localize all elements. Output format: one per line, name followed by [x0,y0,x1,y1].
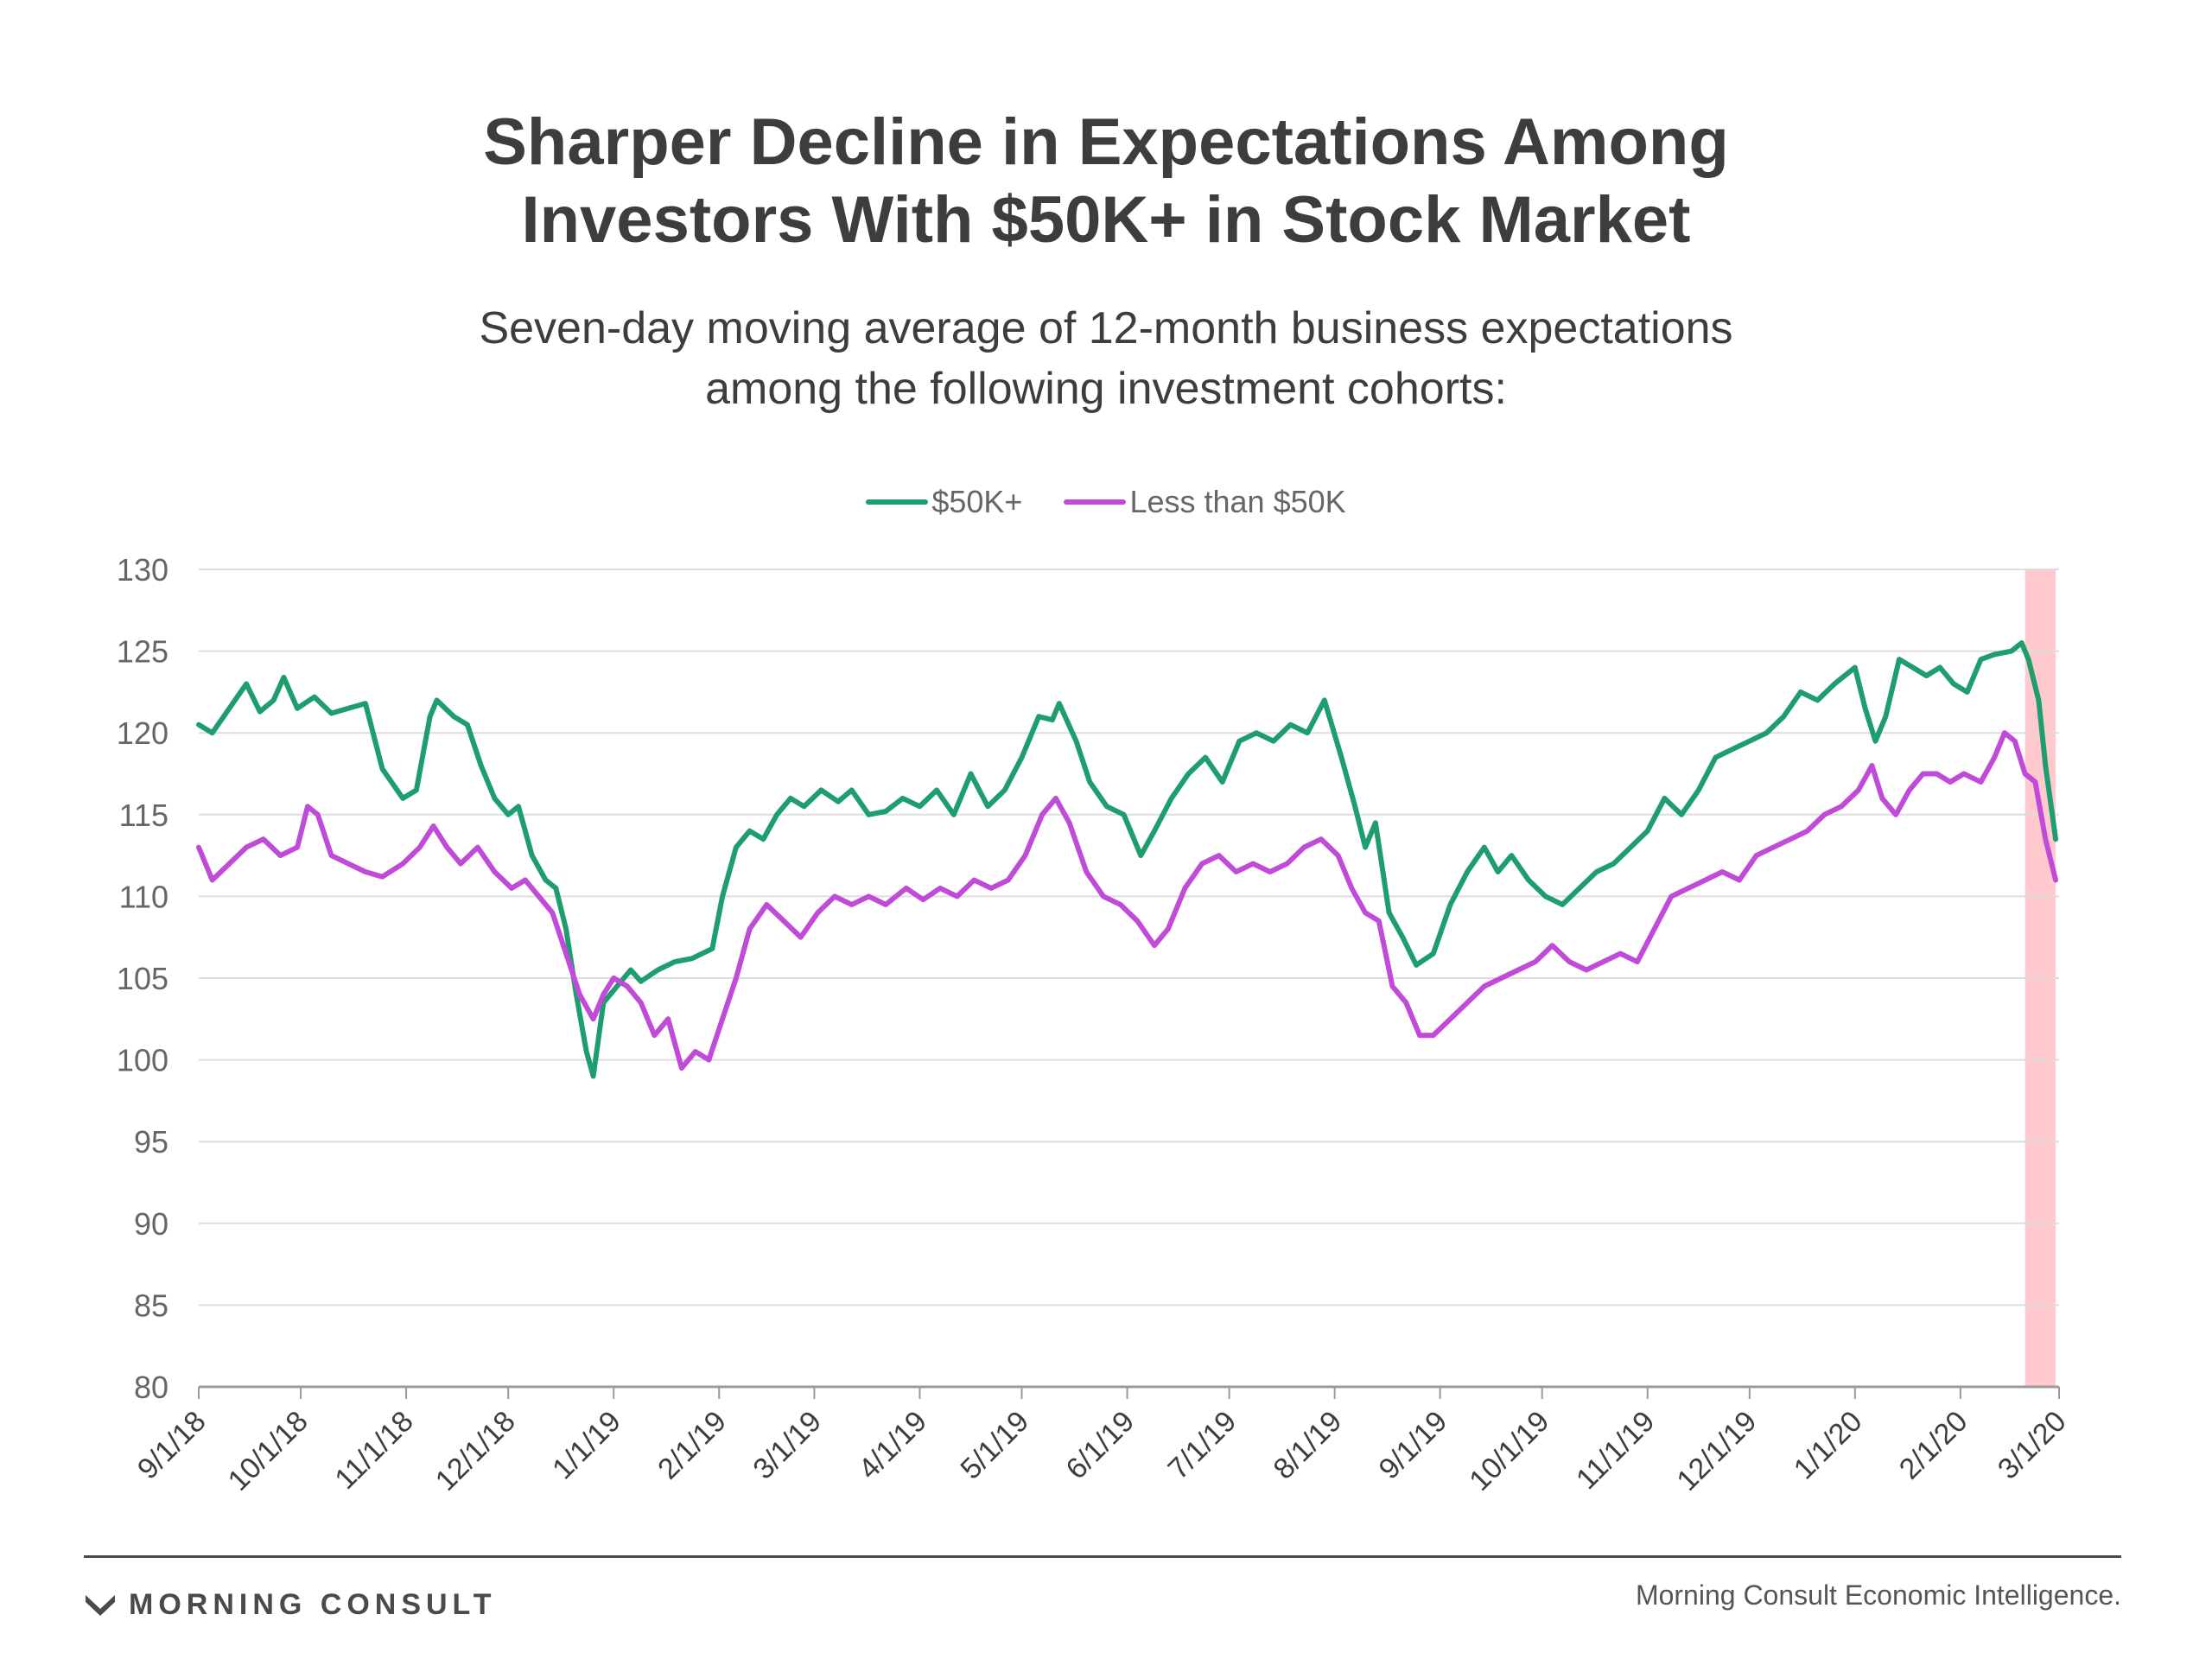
legend-item-high[interactable]: $50K+ [866,484,1022,520]
legend-label-low: Less than $50K [1129,484,1346,519]
y-tick-label-120: 120 [117,715,168,751]
footer-divider [84,1555,2121,1558]
x-tick-label-11-1-18: 11/1/18 [328,1405,419,1496]
x-tick-label-12-1-19: 12/1/19 [1670,1405,1763,1497]
x-tick-label-3-1-20: 3/1/20 [1992,1405,2073,1486]
x-tick-label-2-1-19: 2/1/19 [652,1405,733,1486]
x-tick-label-9-1-19: 9/1/19 [1373,1405,1454,1486]
x-tick-label-10-1-19: 10/1/19 [1463,1405,1555,1497]
x-tick-label-3-1-19: 3/1/19 [747,1405,828,1486]
y-tick-label-125: 125 [117,634,168,670]
chart-title: Sharper Decline in Expectations Among In… [0,104,2212,259]
chart-legend: $50K+ Less than $50K [0,484,2212,520]
legend-label-high: $50K+ [931,484,1023,519]
x-tick-label-5-1-19: 5/1/19 [954,1405,1035,1486]
morning-consult-logo-icon [86,1594,115,1616]
x-tick-label-10-1-18: 10/1/18 [222,1405,315,1497]
x-tick-label-2-1-20: 2/1/20 [1893,1405,1974,1486]
x-tick-label-8-1-19: 8/1/19 [1268,1405,1349,1486]
y-tick-label-105: 105 [117,961,168,996]
legend-swatch-low [1064,499,1127,505]
series-line-low [196,730,2059,1071]
legend-swatch-high [866,499,929,505]
chart-subtitle-line-2: among the following investment cohorts: [705,364,1507,414]
chart-title-line-1: Sharper Decline in Expectations Among [483,105,1729,179]
x-tick-label-1-1-20: 1/1/20 [1788,1405,1869,1486]
y-tick-label-85: 85 [134,1287,168,1323]
x-tick-label-11-1-19: 11/1/19 [1570,1405,1661,1496]
chart-subtitle: Seven-day moving average of 12-month bus… [0,298,2212,419]
y-tick-label-80: 80 [134,1370,168,1405]
y-tick-label-110: 110 [119,879,168,914]
x-tick-label-12-1-18: 12/1/18 [429,1405,522,1497]
brand-name: MORNING CONSULT [129,1588,497,1621]
x-tick-label-9-1-18: 9/1/18 [131,1405,213,1486]
series-line-high [196,640,2059,1079]
chart-subtitle-line-1: Seven-day moving average of 12-month bus… [479,303,1733,353]
legend-item-low[interactable]: Less than $50K [1064,484,1346,520]
source-note: Morning Consult Economic Intelligence. [1635,1580,2121,1611]
y-tick-label-90: 90 [134,1206,168,1242]
y-tick-label-100: 100 [117,1043,168,1078]
x-tick-label-4-1-19: 4/1/19 [852,1405,933,1486]
x-tick-label-7-1-19: 7/1/19 [1162,1405,1243,1486]
x-tick-label-6-1-19: 6/1/19 [1059,1405,1141,1486]
chart-title-line-2: Investors With $50K+ in Stock Market [521,183,1691,257]
y-tick-label-95: 95 [134,1124,168,1160]
y-tick-label-115: 115 [119,798,168,833]
x-tick-label-1-1-19: 1/1/19 [546,1405,627,1486]
y-tick-label-130: 130 [117,552,168,588]
brand-logo-group: MORNING CONSULT [84,1588,497,1622]
